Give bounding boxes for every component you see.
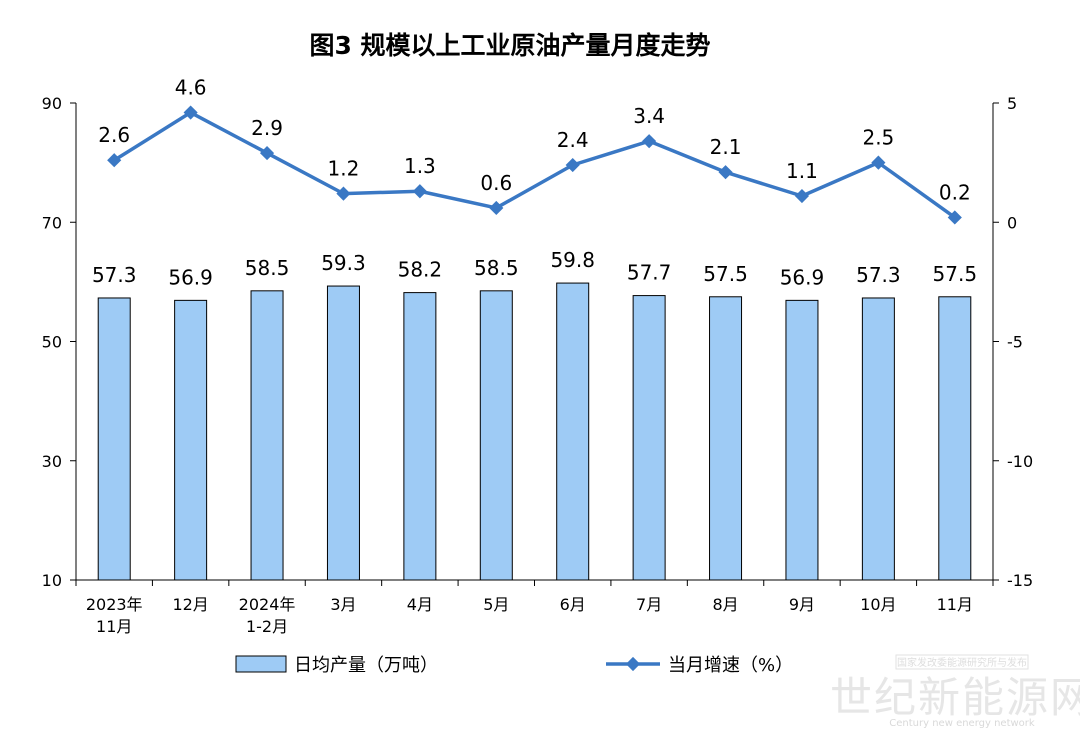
chart-title: 图3 规模以上工业原油产量月度走势 <box>309 31 710 60</box>
category-label: 3月 <box>330 595 356 614</box>
bar-value-label: 57.7 <box>627 261 672 285</box>
bar <box>97 297 131 581</box>
category-labels: 2023年 11月 12月 2024年 1-2月 3月 4月 5月 6月 7月 8月 9月 10月 11月 <box>86 595 973 636</box>
line-value-label: 3.4 <box>633 104 665 128</box>
watermark-top-text: 国家发改委能源研究所与发布 <box>897 656 1027 669</box>
left-tick-label: 10 <box>42 571 62 590</box>
line-value-label: 0.2 <box>939 180 971 204</box>
legend-bar-swatch <box>235 655 287 673</box>
bar <box>556 282 590 581</box>
line-point <box>259 146 275 161</box>
bar-series <box>97 282 972 581</box>
line-value-label: 4.6 <box>175 76 207 100</box>
left-axis-ticks: 10 30 50 70 90 <box>42 94 76 590</box>
bar <box>174 299 208 581</box>
right-tick-label: 0 <box>1007 213 1017 232</box>
category-label: 7月 <box>636 595 662 614</box>
category-label: 8月 <box>712 595 738 614</box>
bar-value-label: 58.2 <box>398 258 443 282</box>
line-path <box>113 110 956 219</box>
bar-value-label: 59.8 <box>550 248 595 272</box>
bar-value-label: 57.3 <box>856 263 901 287</box>
category-label: 12月 <box>172 595 208 614</box>
watermark: 国家发改委能源研究所与发布 世纪新能源网 Century new energy … <box>830 654 1080 729</box>
line-value-label: 2.1 <box>710 135 742 159</box>
legend: 日均产量（万吨） 当月增速（%） <box>235 655 793 676</box>
bar <box>785 299 819 581</box>
right-tick-label: -5 <box>1007 333 1023 352</box>
bar <box>632 295 666 581</box>
line-value-label: 2.6 <box>98 123 130 147</box>
bar-labels: 57.3 56.9 58.5 59.3 58.2 58.5 59.8 57.7 57.5 56.9… <box>92 248 977 289</box>
bar-value-label: 56.9 <box>780 265 825 289</box>
line-value-label: 0.6 <box>480 171 512 195</box>
bar <box>861 297 895 581</box>
right-tick-label: 5 <box>1007 94 1017 113</box>
category-label: 2023年 <box>86 595 143 614</box>
category-label: 6月 <box>560 595 586 614</box>
bar-value-label: 59.3 <box>321 251 366 275</box>
bar-value-label: 57.3 <box>92 263 137 287</box>
line-labels: 2.6 4.6 2.9 1.2 1.3 0.6 2.4 3.4 2.1 1.1 2.5 0.2 <box>98 76 970 205</box>
line-point <box>642 134 657 149</box>
line-value-label: 2.4 <box>557 128 589 152</box>
bar-value-label: 56.9 <box>168 265 213 289</box>
category-label: 9月 <box>789 595 815 614</box>
bar-value-label: 58.5 <box>474 256 519 280</box>
left-tick-label: 30 <box>42 452 62 471</box>
line-value-label: 1.1 <box>786 159 818 183</box>
category-label: 4月 <box>407 595 433 614</box>
bar <box>938 296 972 581</box>
axes: 10 30 50 70 90 -15 -10 -5 0 5 <box>42 94 1034 590</box>
bar <box>403 292 437 581</box>
line-point <box>412 184 427 199</box>
line-point <box>489 200 504 216</box>
line-point <box>947 210 962 225</box>
category-label: 1-2月 <box>246 617 288 636</box>
line-value-label: 1.3 <box>404 154 436 178</box>
legend-bar-label: 日均产量（万吨） <box>294 655 438 676</box>
line-value-label: 2.5 <box>862 126 894 150</box>
line-value-label: 2.9 <box>251 116 283 140</box>
left-tick-label: 90 <box>42 94 62 113</box>
bar-value-label: 58.5 <box>245 256 290 280</box>
category-label: 11月 <box>96 617 132 636</box>
line-point <box>565 157 580 173</box>
right-tick-label: -10 <box>1007 452 1033 471</box>
bar <box>479 290 513 581</box>
right-axis-ticks: -15 -10 -5 0 5 <box>993 94 1033 590</box>
line-point <box>718 165 733 180</box>
legend-line-label: 当月增速（%） <box>668 655 793 676</box>
category-label: 10月 <box>860 595 896 614</box>
bar <box>250 290 284 581</box>
watermark-top-box <box>895 654 1029 670</box>
line-point <box>794 188 810 204</box>
legend-line-marker <box>625 656 641 672</box>
bar <box>709 296 743 581</box>
bar <box>326 285 360 581</box>
line-series <box>107 105 962 225</box>
line-point <box>871 155 886 170</box>
category-label: 11月 <box>937 595 973 614</box>
watermark-main-text: 世纪新能源网 <box>830 673 1080 722</box>
line-value-label: 1.2 <box>328 157 360 181</box>
right-tick-label: -15 <box>1007 571 1033 590</box>
category-label: 5月 <box>483 595 509 614</box>
left-tick-label: 50 <box>42 333 62 352</box>
bar-value-label: 57.5 <box>703 262 748 286</box>
line-point <box>336 186 351 201</box>
bar-value-label: 57.5 <box>933 262 978 286</box>
category-label: 2024年 <box>239 595 296 614</box>
left-tick-label: 70 <box>42 213 62 232</box>
x-axis-ticks <box>75 580 994 586</box>
watermark-sub-text: Century new energy network <box>889 718 1035 729</box>
